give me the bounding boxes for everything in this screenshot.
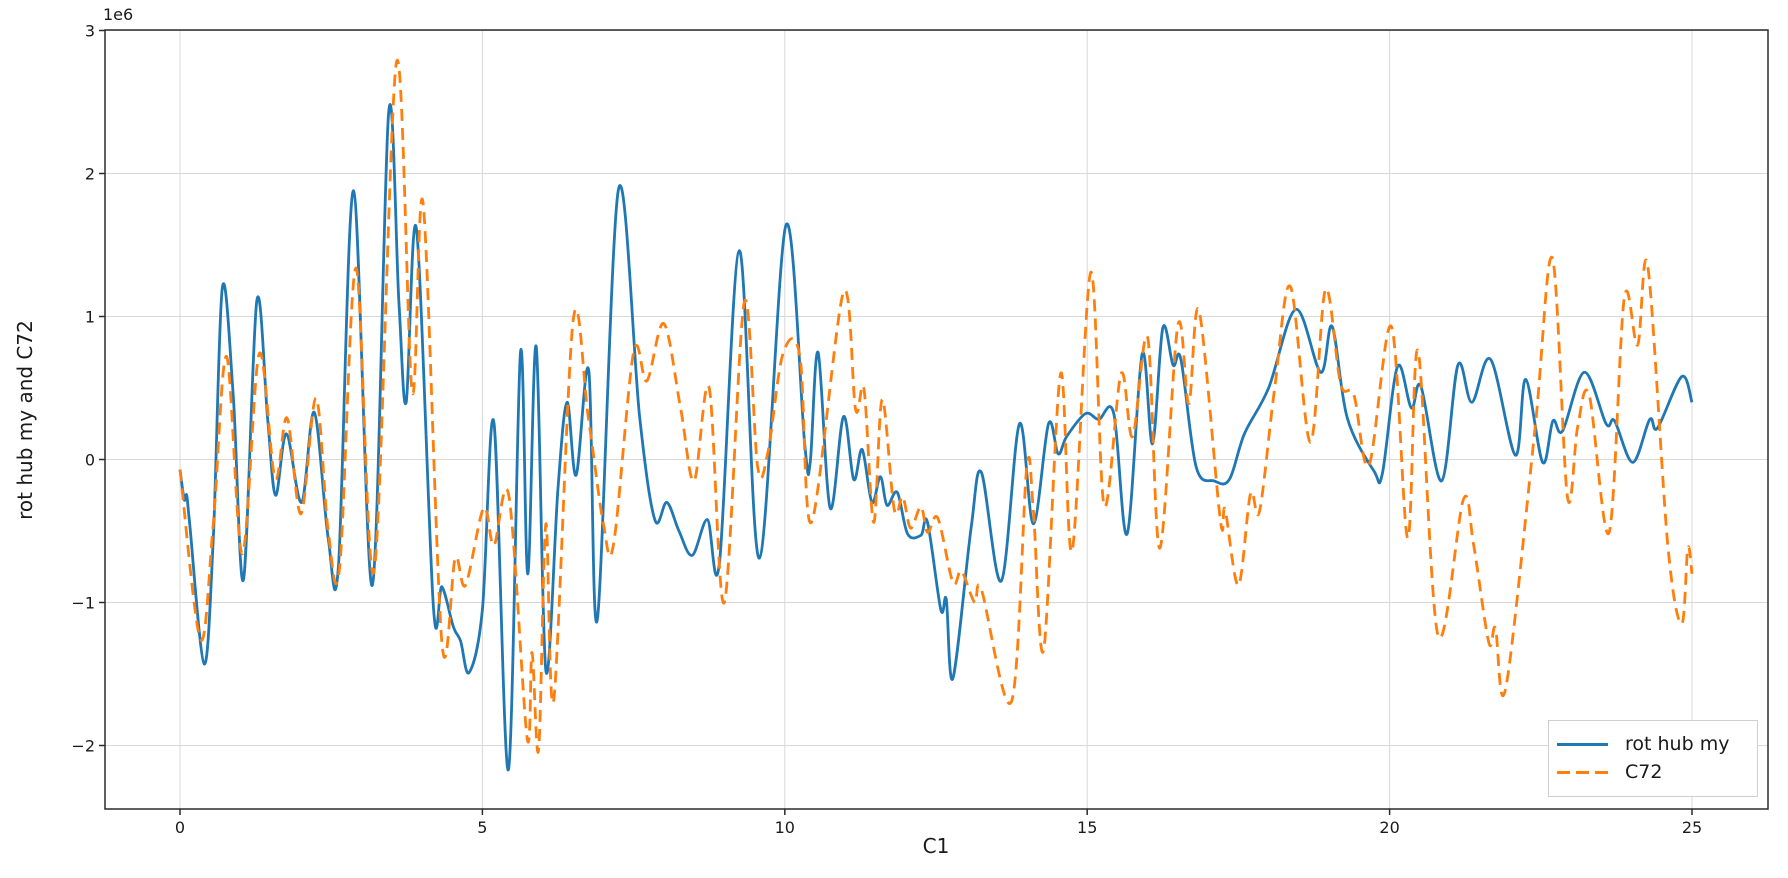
series-line-rot-hub-my [178,103,1694,772]
legend-label: rot hub my [1625,733,1730,756]
x-tick-label: 20 [1379,818,1400,837]
y-tick-label: 1 [84,307,95,326]
y-axis-offset-label: 1e6 [103,5,134,24]
y-tick-label: 2 [84,164,95,183]
y-tick-label: −2 [71,736,95,755]
x-tick-label: 25 [1681,818,1703,837]
legend-line-sample-dashed [1557,770,1608,774]
y-tick-label: −1 [71,593,95,612]
data-series [178,58,1694,772]
y-tick-label: 0 [84,450,95,469]
x-axis-label: C1 [922,834,950,858]
tick-marks [99,29,1693,815]
x-tick-label: 0 [174,818,186,837]
legend-item-rot-hub-my: rot hub my [1557,734,1757,755]
x-tick-label: 15 [1077,818,1098,837]
y-axis-label: rot hub my and C72 [13,320,37,520]
gridlines [105,30,1768,809]
x-tick-label: 5 [477,818,488,837]
legend: rot hub my C72 [1548,720,1758,797]
plot-border [104,29,1769,810]
x-tick-label: 10 [774,818,795,837]
series-line-c72 [178,58,1694,754]
axes-spines [104,29,1769,810]
legend-label: C72 [1625,761,1663,783]
legend-line-sample-solid [1557,743,1608,747]
legend-item-c72: C72 [1557,762,1757,783]
y-tick-label: 3 [84,21,95,40]
